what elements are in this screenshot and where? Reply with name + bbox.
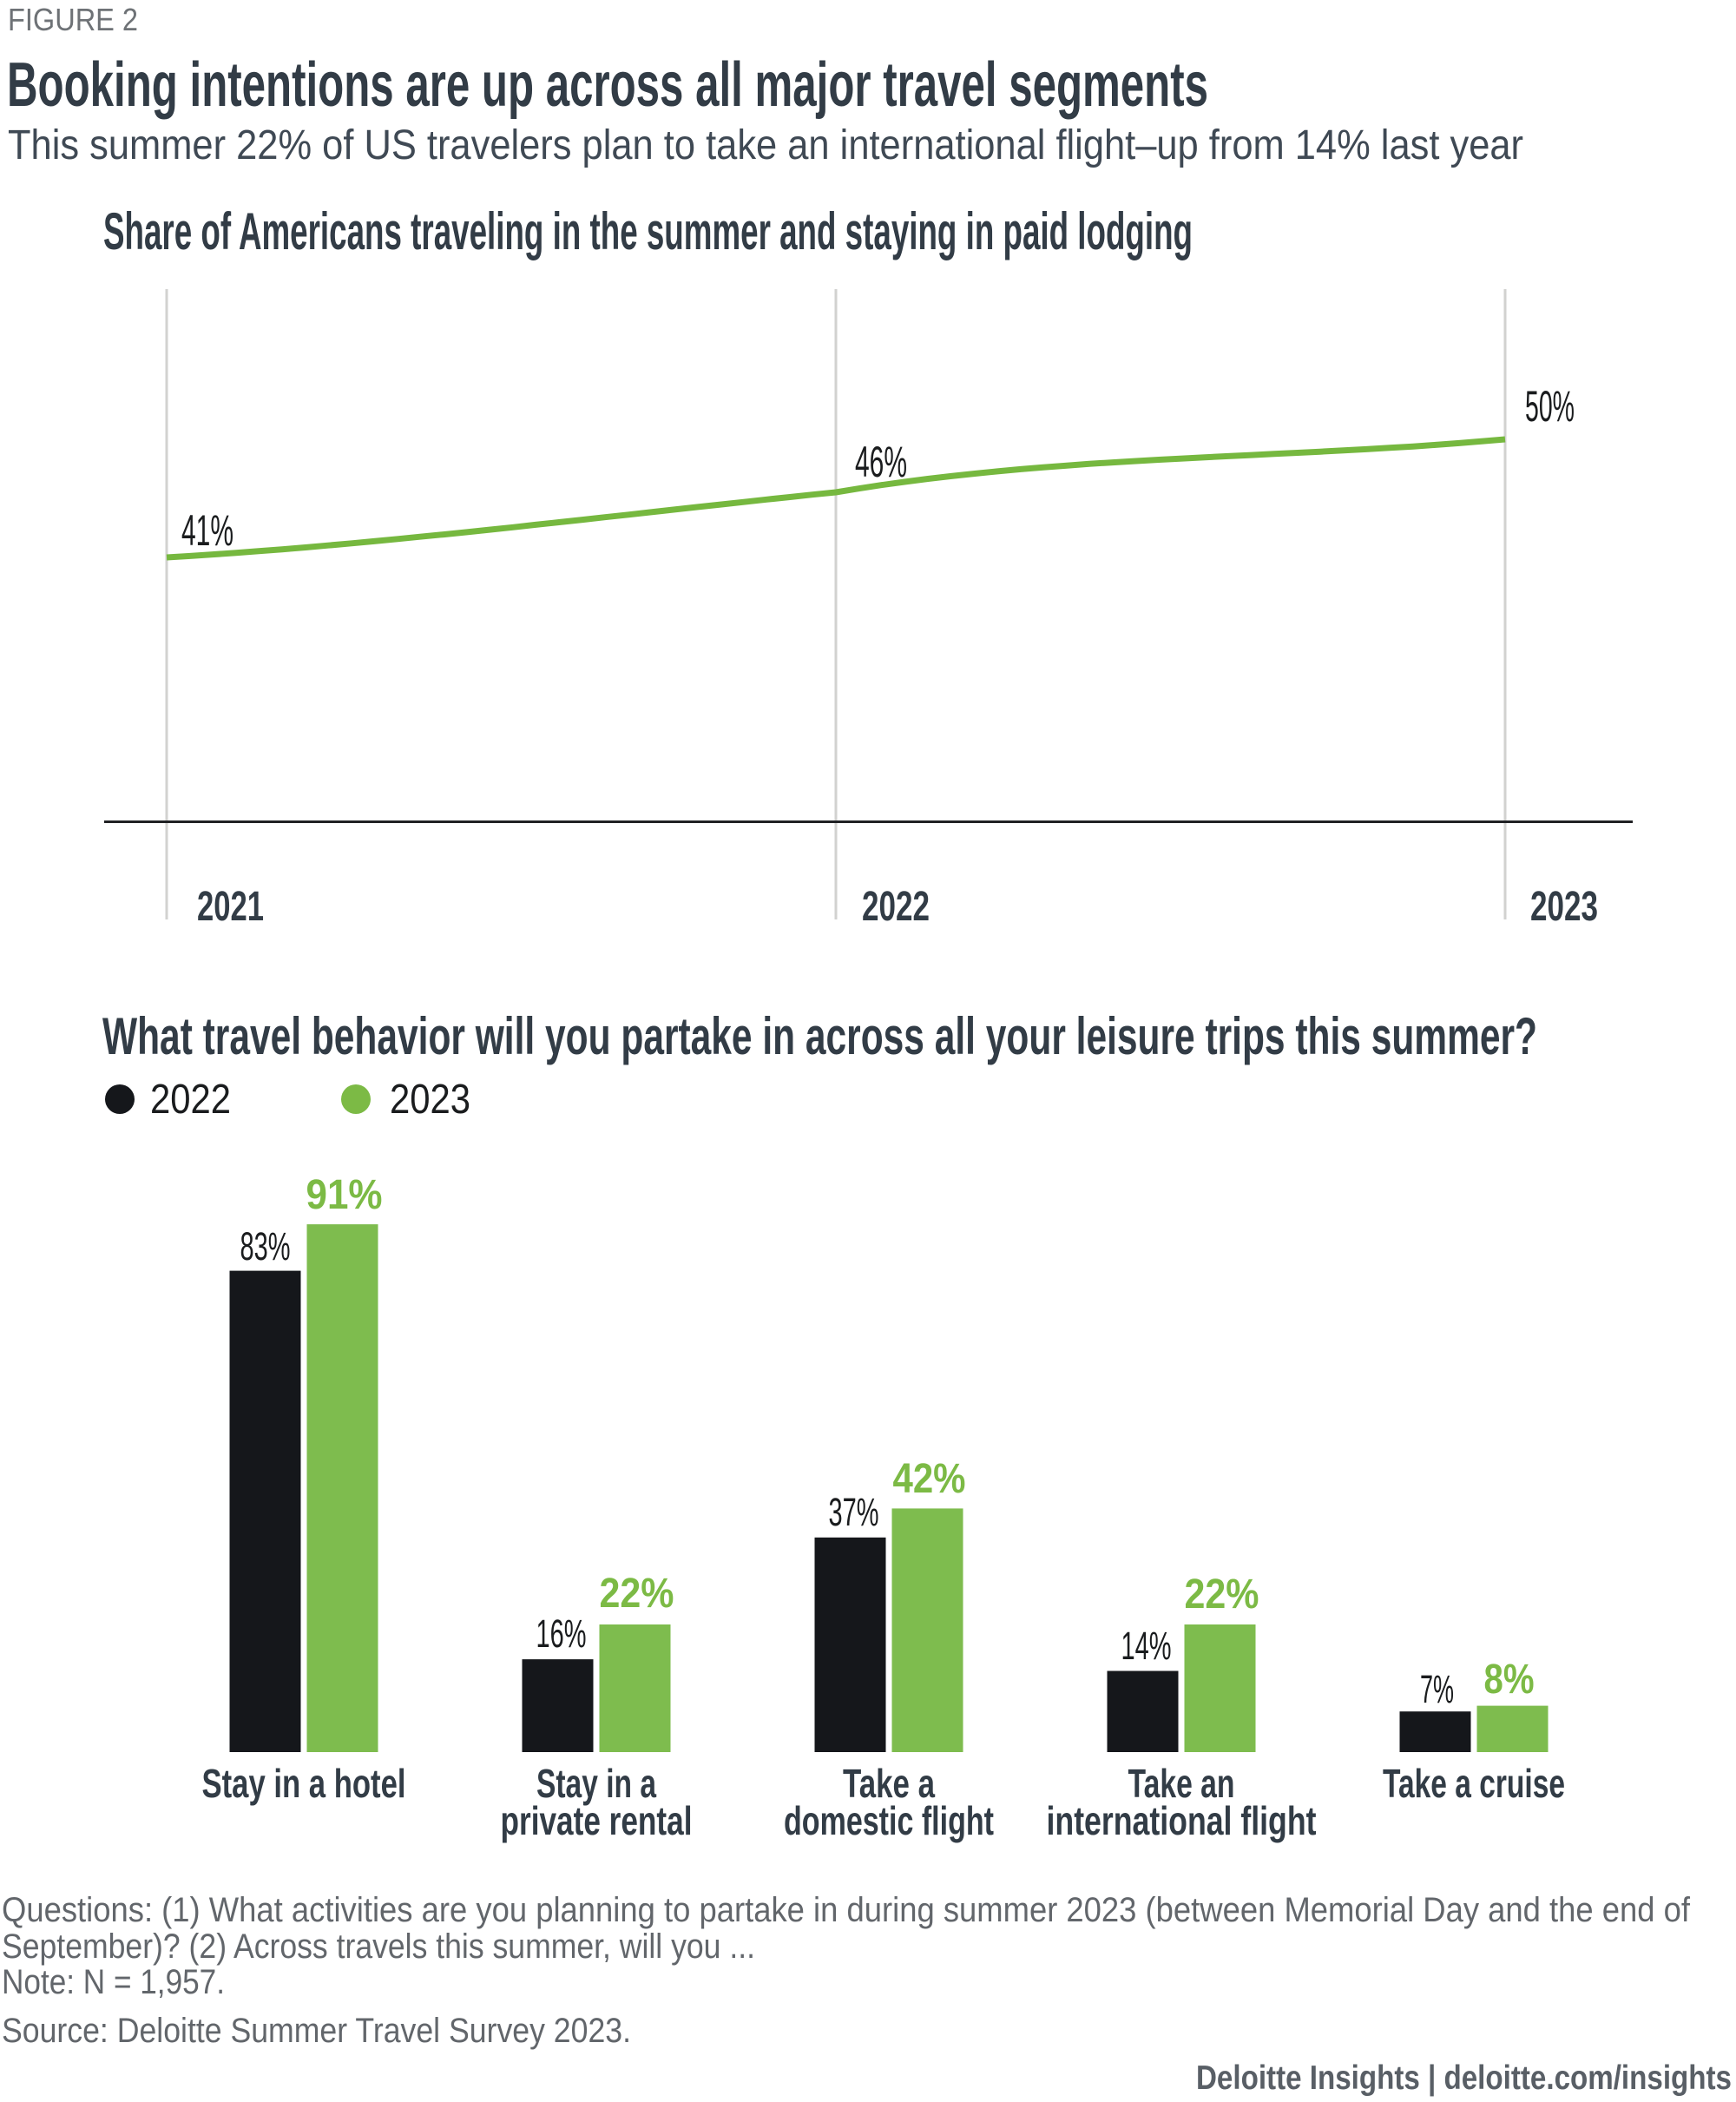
svg-text:8%: 8%: [1484, 1657, 1535, 1703]
svg-text:Questions: (1) What activities: Questions: (1) What activities are you p…: [2, 1891, 1691, 1929]
svg-text:37%: 37%: [829, 1490, 879, 1534]
svg-text:46%: 46%: [855, 438, 907, 486]
svg-text:2022: 2022: [862, 884, 930, 930]
svg-text:22%: 22%: [1185, 1572, 1259, 1618]
svg-text:Source: Deloitte Summer Travel: Source: Deloitte Summer Travel Survey 20…: [2, 2012, 631, 2050]
svg-text:14%: 14%: [1121, 1624, 1172, 1668]
svg-text:2022: 2022: [150, 1077, 231, 1123]
svg-text:22%: 22%: [600, 1571, 674, 1617]
svg-text:Take an: Take an: [1128, 1761, 1235, 1806]
svg-text:September)? (2) Across travels: September)? (2) Across travels this summ…: [2, 1927, 755, 1966]
svg-text:83%: 83%: [240, 1224, 291, 1268]
svg-text:Deloitte Insights | deloitte.c: Deloitte Insights | deloitte.com/insight…: [1196, 2059, 1732, 2097]
svg-text:2021: 2021: [197, 884, 264, 930]
svg-text:Booking intentions are up acro: Booking intentions are up across all maj…: [7, 50, 1208, 120]
svg-text:private rental: private rental: [501, 1798, 693, 1843]
svg-text:16%: 16%: [536, 1611, 587, 1656]
svg-text:Note: N = 1,957.: Note: N = 1,957.: [2, 1963, 225, 2001]
svg-text:FIGURE 2: FIGURE 2: [8, 2, 138, 37]
svg-text:Share of Americans traveling i: Share of Americans traveling in the summ…: [103, 202, 1193, 260]
svg-text:What travel behavior will you: What travel behavior will you partake in…: [102, 1007, 1537, 1065]
svg-text:domestic flight: domestic flight: [784, 1798, 994, 1843]
svg-text:This summer 22% of US traveler: This summer 22% of US travelers plan to …: [8, 122, 1523, 168]
svg-text:2023: 2023: [1530, 884, 1598, 930]
svg-text:42%: 42%: [893, 1456, 966, 1502]
svg-text:2023: 2023: [390, 1077, 470, 1123]
svg-text:international flight: international flight: [1047, 1798, 1317, 1843]
svg-text:Take a cruise: Take a cruise: [1383, 1761, 1565, 1806]
svg-text:Stay in a: Stay in a: [536, 1761, 656, 1806]
svg-text:Stay in a hotel: Stay in a hotel: [202, 1761, 406, 1806]
svg-text:91%: 91%: [306, 1172, 383, 1218]
svg-text:Take a: Take a: [843, 1761, 935, 1806]
svg-text:7%: 7%: [1420, 1667, 1454, 1711]
svg-text:50%: 50%: [1525, 382, 1575, 431]
svg-text:41%: 41%: [181, 506, 233, 555]
